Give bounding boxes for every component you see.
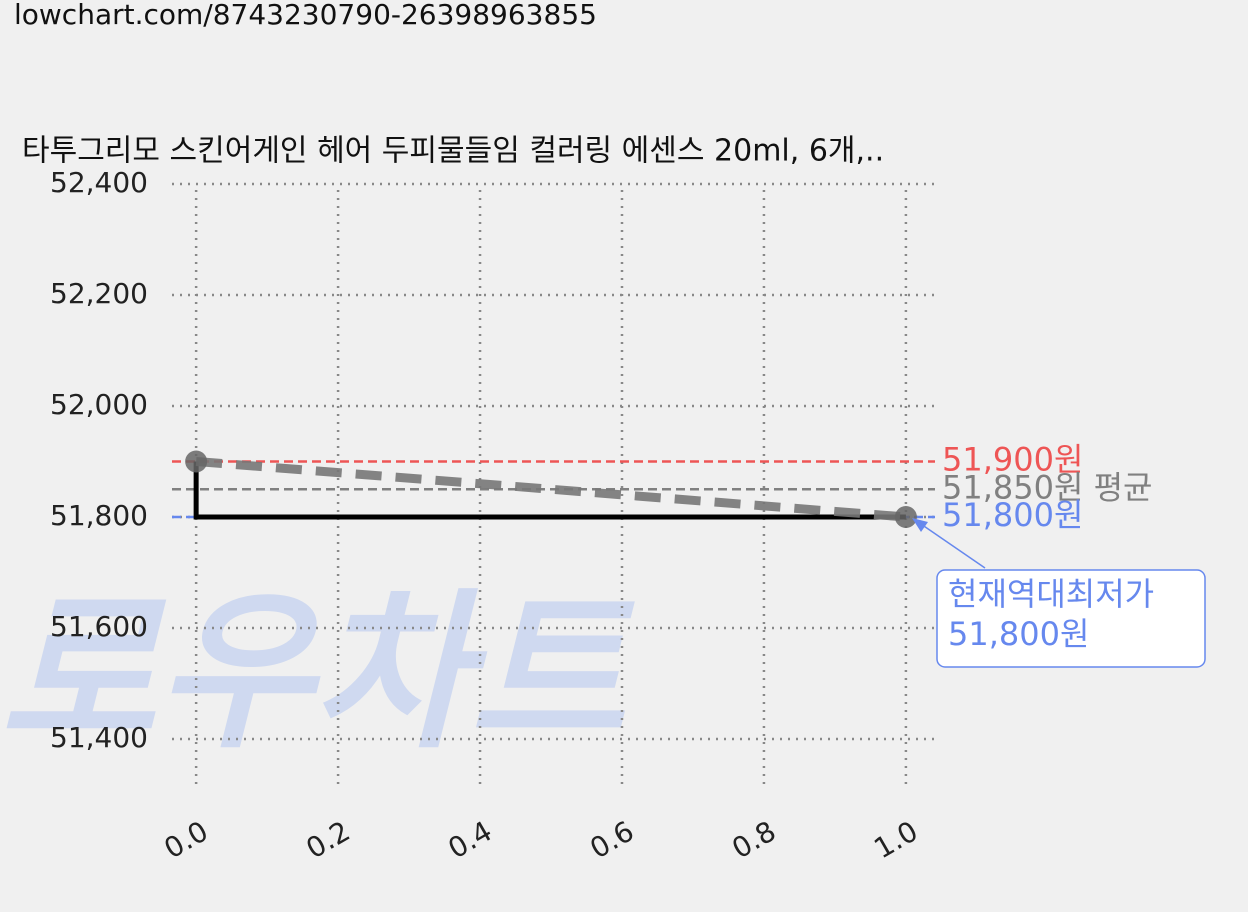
reference-label: 51,850원 평균: [942, 468, 1152, 506]
marker: [894, 506, 917, 528]
y-tick-label: 51,800: [50, 499, 148, 532]
x-tick-label: 0.2: [301, 814, 356, 865]
annotation-box: [936, 569, 1206, 668]
annotation-arrow: [917, 521, 986, 569]
reference-label: 51,800원: [942, 496, 1083, 534]
annotation-arrowhead: [912, 518, 928, 532]
price-line: [193, 461, 906, 520]
y-tick-label: 51,600: [50, 610, 148, 643]
annotation-text: 현재역대최저가: [948, 575, 1154, 613]
x-tick-label: 0.8: [726, 814, 781, 865]
y-tick-label: 52,200: [50, 277, 148, 310]
chart-title: 타투그리모 스킨어게인 헤어 두피물들임 컬러링 에센스 20ml, 6개,..: [22, 134, 884, 169]
x-tick-label: 1.0: [868, 814, 923, 865]
url: lowchart.com/8743230790-26398963855: [14, 0, 597, 31]
x-tick-label: 0.4: [442, 814, 497, 865]
y-tick-label: 52,400: [50, 166, 148, 199]
marker: [185, 450, 208, 473]
annotation-text: 51,800원: [948, 615, 1089, 653]
y-tick-label: 51,400: [50, 721, 148, 754]
x-tick-label: 0.6: [584, 814, 639, 865]
y-tick-label: 52,000: [50, 388, 148, 421]
x-tick-label: 0.0: [159, 814, 214, 865]
reference-label: 51,900원: [942, 441, 1083, 479]
